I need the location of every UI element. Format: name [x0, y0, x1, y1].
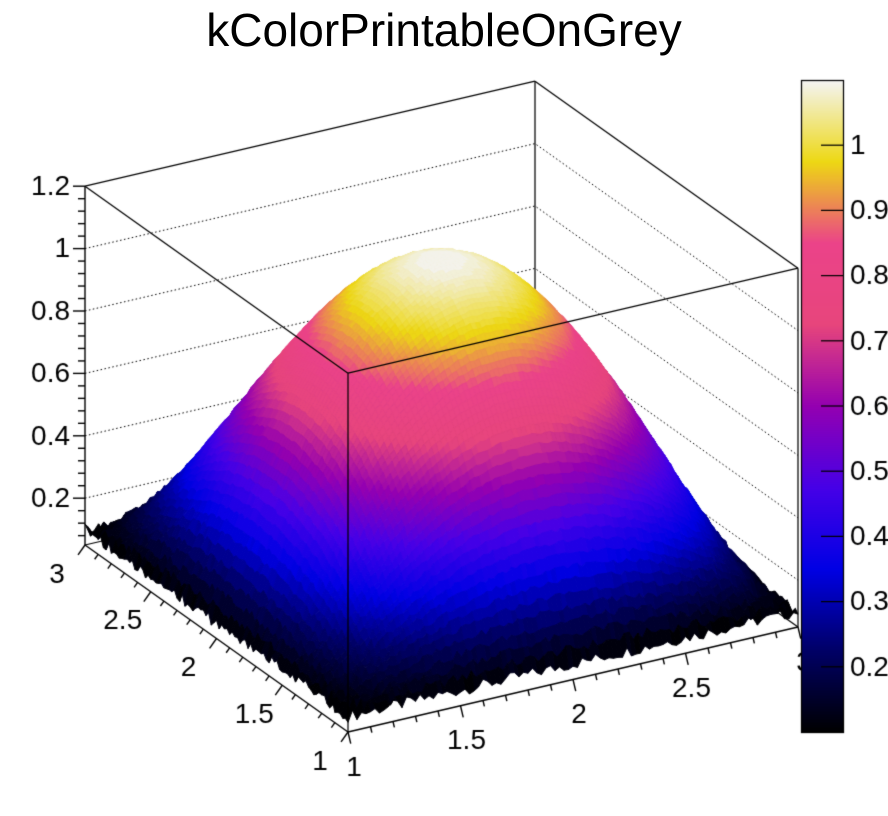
chart-title: kColorPrintableOnGrey: [206, 4, 682, 56]
